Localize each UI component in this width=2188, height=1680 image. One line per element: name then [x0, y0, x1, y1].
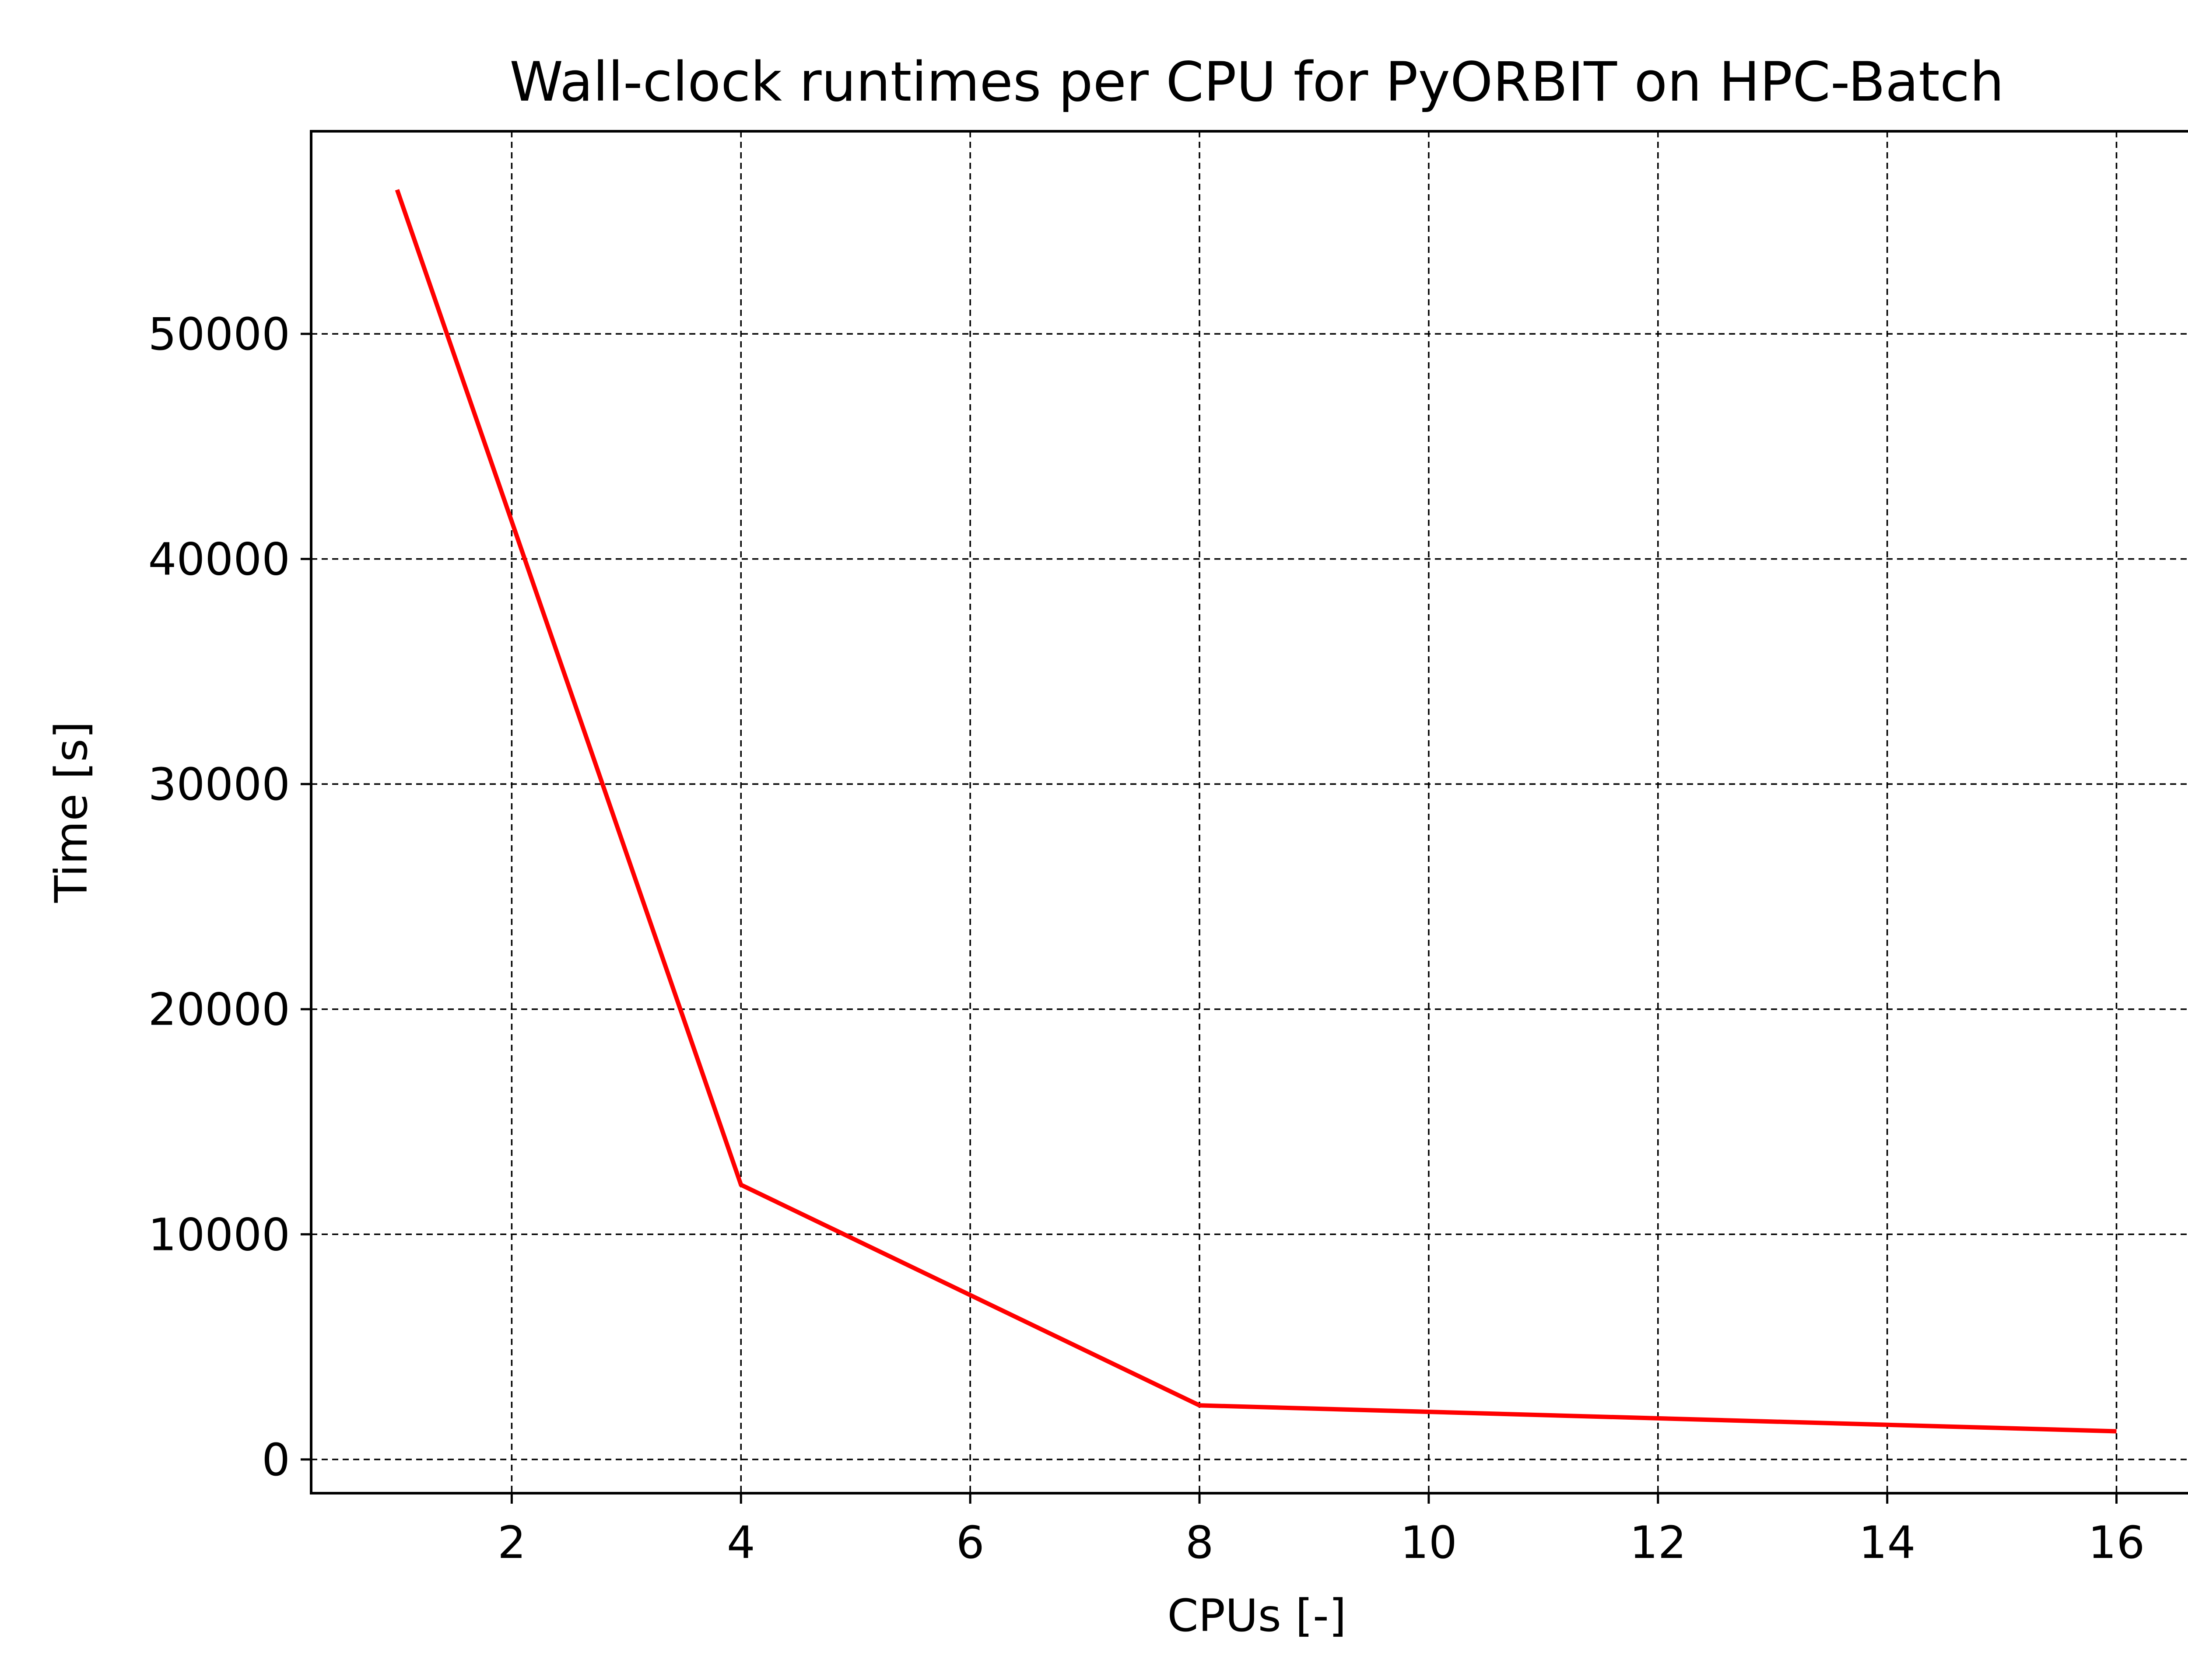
x-axis-ticks: 2 4 6 8 10 12 14 16 [498, 1493, 2145, 1569]
y-tick-label: 40000 [148, 534, 290, 586]
x-tick-label: 14 [1859, 1517, 1916, 1569]
x-tick-label: 8 [1185, 1517, 1214, 1569]
y-tick-label: 20000 [148, 984, 290, 1036]
x-tick-label: 16 [2088, 1517, 2145, 1569]
plot-area-frame [310, 130, 2188, 1494]
x-tick-label: 6 [956, 1517, 985, 1569]
y-tick-label: 50000 [148, 308, 290, 360]
y-axis-label: Time [s] [46, 721, 98, 903]
x-tick-label: 10 [1400, 1517, 1457, 1569]
y-tick-label: 10000 [148, 1209, 290, 1261]
grid-lines [311, 131, 2188, 1493]
x-tick-label: 2 [498, 1517, 526, 1569]
y-tick-label: 0 [262, 1434, 290, 1486]
y-axis-ticks: 0 10000 20000 30000 40000 50000 [148, 308, 311, 1486]
y-tick-label: 30000 [148, 759, 290, 811]
x-tick-label: 12 [1630, 1517, 1687, 1569]
series-layer [395, 189, 2117, 1434]
x-axis-label: CPUs [-] [1167, 1590, 1346, 1642]
x-tick-label: 4 [727, 1517, 755, 1569]
chart-title: Wall-clock runtimes per CPU for PyORBIT … [509, 51, 2004, 114]
series-line [395, 189, 2117, 1434]
